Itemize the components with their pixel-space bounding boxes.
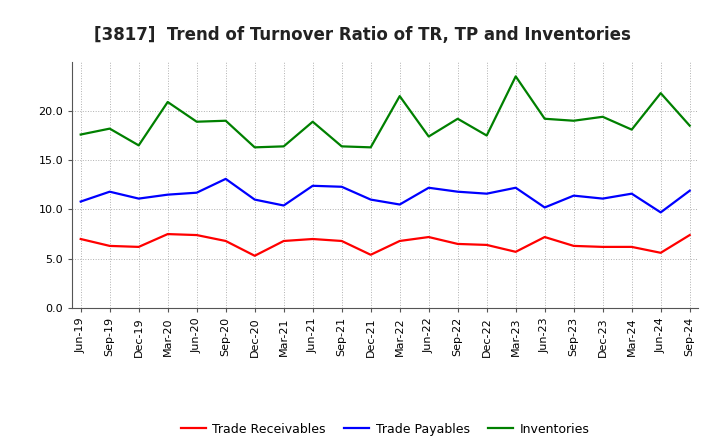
Trade Payables (338, 184, 346, 189)
Trade Receivables (424, 235, 433, 240)
Inventories (221, 118, 230, 123)
Inventories (657, 91, 665, 96)
Inventories (366, 145, 375, 150)
Inventories (395, 93, 404, 99)
Trade Payables (135, 196, 143, 201)
Trade Receivables (76, 236, 85, 242)
Trade Payables (482, 191, 491, 196)
Trade Payables (685, 188, 694, 193)
Trade Payables (541, 205, 549, 210)
Trade Payables (511, 185, 520, 191)
Trade Receivables (395, 238, 404, 244)
Trade Receivables (221, 238, 230, 244)
Text: [3817]  Trend of Turnover Ratio of TR, TP and Inventories: [3817] Trend of Turnover Ratio of TR, TP… (94, 26, 631, 44)
Trade Receivables (627, 244, 636, 249)
Trade Payables (192, 190, 201, 195)
Trade Receivables (454, 241, 462, 246)
Trade Receivables (192, 232, 201, 238)
Trade Receivables (251, 253, 259, 258)
Inventories (192, 119, 201, 125)
Inventories (163, 99, 172, 105)
Trade Payables (76, 199, 85, 204)
Trade Payables (308, 183, 317, 188)
Trade Receivables (657, 250, 665, 256)
Trade Payables (221, 176, 230, 182)
Legend: Trade Receivables, Trade Payables, Inventories: Trade Receivables, Trade Payables, Inven… (176, 418, 595, 440)
Trade Receivables (482, 242, 491, 248)
Line: Trade Receivables: Trade Receivables (81, 234, 690, 256)
Trade Payables (570, 193, 578, 198)
Trade Receivables (541, 235, 549, 240)
Inventories (598, 114, 607, 119)
Trade Payables (598, 196, 607, 201)
Trade Payables (251, 197, 259, 202)
Trade Payables (163, 192, 172, 197)
Trade Receivables (308, 236, 317, 242)
Trade Payables (395, 202, 404, 207)
Inventories (338, 144, 346, 149)
Trade Receivables (338, 238, 346, 244)
Inventories (511, 74, 520, 79)
Inventories (135, 143, 143, 148)
Inventories (424, 134, 433, 139)
Trade Receivables (105, 243, 114, 249)
Inventories (279, 144, 288, 149)
Trade Receivables (570, 243, 578, 249)
Trade Receivables (279, 238, 288, 244)
Inventories (627, 127, 636, 132)
Inventories (308, 119, 317, 125)
Trade Payables (424, 185, 433, 191)
Inventories (454, 116, 462, 121)
Inventories (685, 123, 694, 128)
Inventories (570, 118, 578, 123)
Trade Payables (279, 203, 288, 208)
Inventories (541, 116, 549, 121)
Trade Payables (627, 191, 636, 196)
Trade Payables (454, 189, 462, 194)
Trade Payables (105, 189, 114, 194)
Trade Receivables (511, 249, 520, 254)
Inventories (251, 145, 259, 150)
Inventories (482, 133, 491, 138)
Trade Receivables (163, 231, 172, 237)
Inventories (76, 132, 85, 137)
Trade Receivables (685, 232, 694, 238)
Line: Trade Payables: Trade Payables (81, 179, 690, 213)
Trade Payables (366, 197, 375, 202)
Trade Receivables (135, 244, 143, 249)
Line: Inventories: Inventories (81, 77, 690, 147)
Trade Payables (657, 210, 665, 215)
Inventories (105, 126, 114, 131)
Trade Receivables (366, 252, 375, 257)
Trade Receivables (598, 244, 607, 249)
